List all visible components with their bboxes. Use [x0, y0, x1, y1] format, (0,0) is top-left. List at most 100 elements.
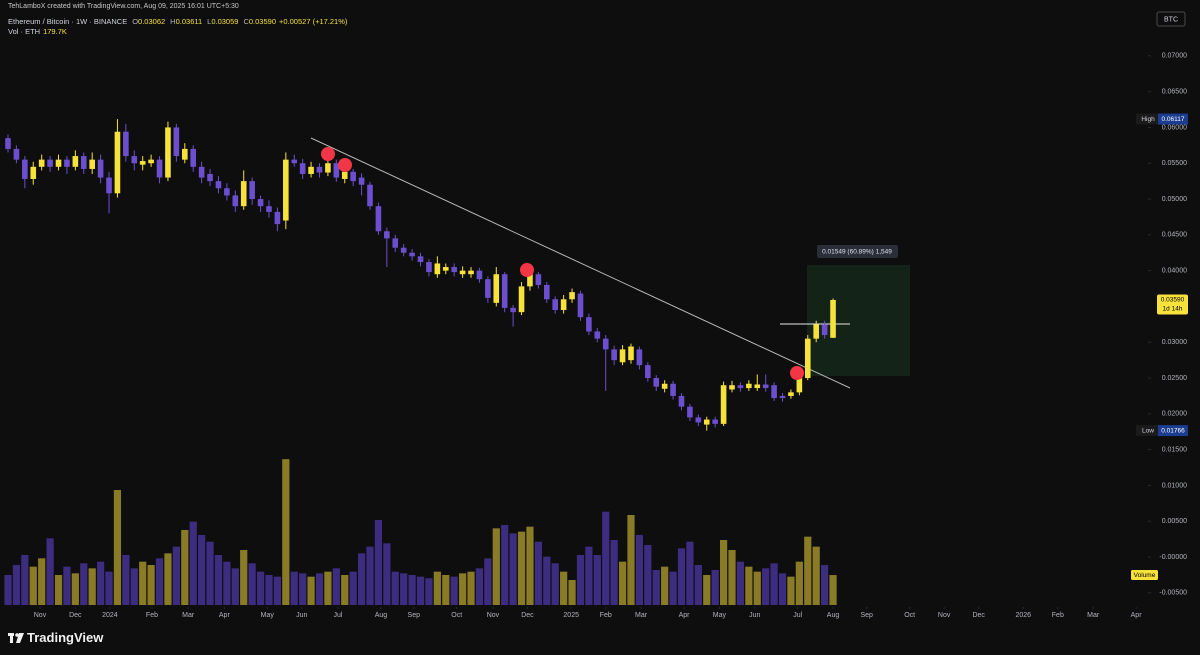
volume-bar [391, 571, 399, 605]
candle-body [712, 419, 718, 424]
measure-label-box [817, 245, 898, 258]
volume-bar [97, 561, 105, 605]
currency-label[interactable]: BTC [1164, 16, 1178, 23]
volume-bar [71, 573, 79, 605]
y-tick-label: 0.01000 [1162, 482, 1187, 489]
candle-body [123, 131, 129, 157]
y-tick-label: 0.02000 [1162, 411, 1187, 418]
countdown: 1d 14h [1163, 306, 1183, 313]
candle-body [468, 270, 474, 275]
marker-label-box [1136, 113, 1158, 125]
x-tick-label: Nov [34, 612, 47, 619]
candle-body [89, 159, 95, 169]
y-tick-label: 0.04000 [1162, 267, 1187, 274]
volume-layer [4, 459, 837, 605]
volume-bar [282, 459, 290, 605]
volume-bar [198, 535, 206, 605]
marker-label: Low [1142, 427, 1154, 434]
candle-body [729, 385, 735, 390]
candle-body [813, 324, 819, 339]
candle-body [375, 206, 382, 232]
candle-body [341, 171, 348, 179]
volume-bar [829, 575, 837, 605]
volume-bar [164, 553, 172, 605]
candle-body [257, 199, 264, 207]
volume-bar [21, 555, 29, 605]
volume-bar [787, 576, 795, 605]
credit: TehLamboX created with TradingView.com, … [8, 3, 239, 10]
volume-bar [139, 561, 147, 605]
candle-body [38, 159, 45, 167]
candle-body [181, 148, 188, 160]
candle-body [434, 263, 441, 275]
volume-bar [214, 555, 223, 605]
volume-bar [147, 565, 155, 605]
candle-body [535, 274, 542, 285]
x-tick-label: Apr [219, 612, 231, 619]
volume-bar [307, 576, 315, 605]
candle-body [762, 384, 769, 389]
candle-body [636, 349, 643, 366]
x-tick-label: Nov [938, 612, 951, 619]
volume-bar [383, 543, 391, 605]
volume-bar [63, 566, 71, 605]
volume-bar [54, 575, 63, 605]
candle-body [796, 378, 803, 393]
volume-bar [105, 571, 113, 605]
marker-label: High [1141, 116, 1155, 123]
candle-body [586, 317, 592, 332]
candle-body [47, 159, 53, 167]
volume-title: Vol · ETH [8, 27, 41, 36]
y-tick-label: 0.05500 [1162, 160, 1187, 167]
volume-bar [4, 575, 12, 605]
volume-bar [416, 576, 425, 605]
volume-bar [509, 533, 517, 605]
volume-bar [517, 531, 526, 605]
candle-body [779, 395, 786, 399]
candle-body [358, 177, 365, 185]
volume-bar [172, 546, 180, 605]
volume-bar [543, 556, 551, 605]
volume-bar [467, 571, 475, 605]
candle-body [830, 299, 836, 338]
x-tick-label: Mar [182, 612, 195, 619]
candle-body [198, 166, 205, 178]
candle-body [131, 156, 138, 164]
volume-bar [29, 566, 37, 605]
x-tick-label: 2026 [1016, 612, 1032, 619]
x-tick-label: May [261, 612, 275, 619]
candle-layer [5, 119, 836, 431]
volume-bar [206, 541, 214, 605]
volume-bar [299, 573, 307, 605]
volume-bar [231, 568, 239, 605]
candle-body [350, 171, 356, 182]
volume-bar [374, 520, 383, 605]
ohlc-value: 0.03062 [138, 17, 166, 26]
x-tick-label: Feb [1052, 612, 1064, 619]
volume-bar [610, 540, 618, 605]
candle-body [771, 385, 777, 399]
candle-body [720, 385, 727, 424]
volume-bar [290, 571, 298, 605]
candle-body [333, 163, 340, 178]
x-tick-label: Mar [1087, 612, 1100, 619]
x-tick-label: Aug [375, 612, 388, 619]
candle-body [459, 270, 466, 275]
x-tick-label: Dec [521, 612, 534, 619]
volume-bar [357, 553, 366, 605]
volume-line: Vol · ETH 179.7K [8, 27, 67, 36]
currency-button[interactable] [1156, 11, 1186, 27]
candle-body [97, 159, 104, 178]
candle-body [442, 267, 449, 271]
volume-bar [669, 571, 677, 605]
candle-body [670, 383, 676, 396]
volume-bar [719, 540, 728, 605]
volume-bar [795, 561, 803, 605]
last-price: 0.03590 [1161, 297, 1185, 304]
volume-bar [408, 575, 416, 605]
volume-bar [88, 568, 96, 605]
candle-body [804, 338, 811, 379]
x-tick-label: Jul [334, 612, 343, 619]
brand-logo [8, 633, 24, 643]
marker-label-box [1136, 425, 1158, 437]
